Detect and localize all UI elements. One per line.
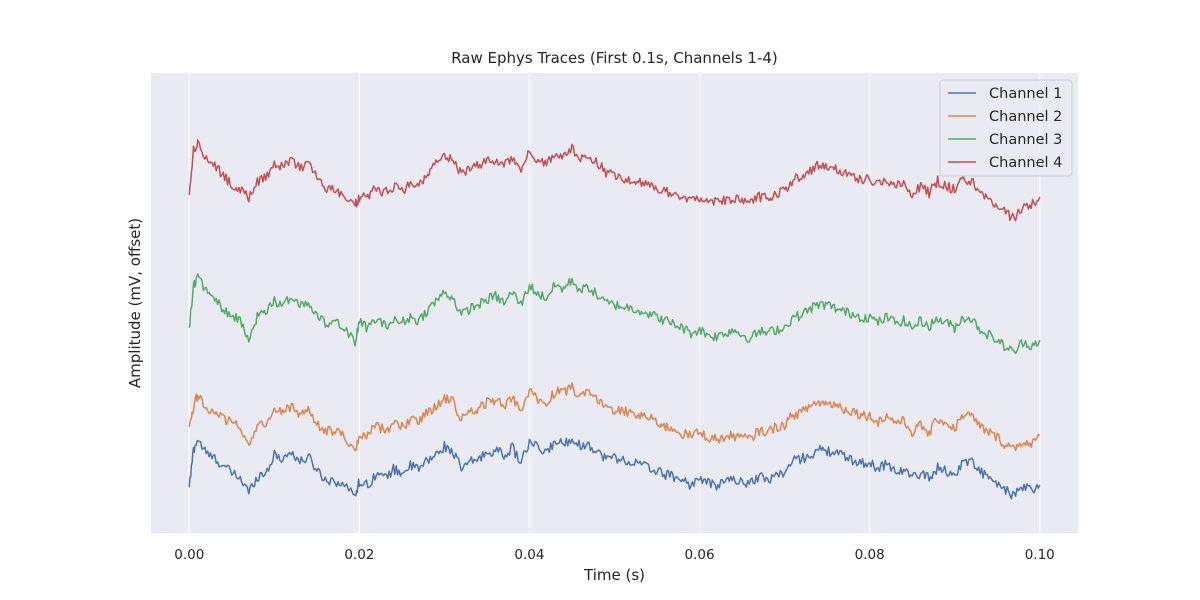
legend-label: Channel 4 [989, 155, 1062, 171]
legend-items: Channel 1 Channel 2 Channel 3 Channel 4 [948, 86, 1062, 171]
traces [188, 139, 1041, 500]
x-tick-label: 0.10 [1025, 547, 1055, 563]
legend-label: Channel 2 [989, 109, 1062, 125]
chart-title: Raw Ephys Traces (First 0.1s, Channels 1… [451, 49, 778, 67]
legend-box [939, 79, 1073, 177]
x-tick-label: 0.04 [514, 547, 544, 563]
trace-channel-4 [188, 139, 1041, 222]
trace-channel-2 [188, 382, 1041, 452]
legend: Channel 1 Channel 2 Channel 3 Channel 4 [939, 79, 1073, 177]
plot-background [151, 73, 1078, 533]
trace-channel-3 [188, 273, 1041, 355]
x-tick-label: 0.00 [174, 547, 204, 563]
x-tick-label: 0.02 [344, 547, 374, 563]
trace-channel-1 [188, 437, 1041, 500]
legend-label: Channel 3 [989, 132, 1062, 148]
x-tick-labels: 0.00 0.02 0.04 0.06 0.08 0.10 [174, 547, 1055, 563]
x-tick-label: 0.06 [685, 547, 715, 563]
x-axis-label: Time (s) [583, 566, 645, 584]
legend-label: Channel 1 [989, 86, 1062, 102]
x-tick-label: 0.08 [855, 547, 885, 563]
y-axis-label: Amplitude (mV, offset) [126, 218, 144, 388]
